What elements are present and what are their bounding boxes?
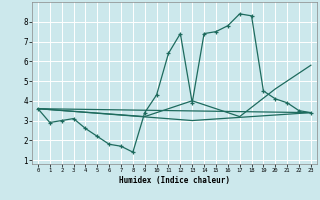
X-axis label: Humidex (Indice chaleur): Humidex (Indice chaleur) bbox=[119, 176, 230, 185]
